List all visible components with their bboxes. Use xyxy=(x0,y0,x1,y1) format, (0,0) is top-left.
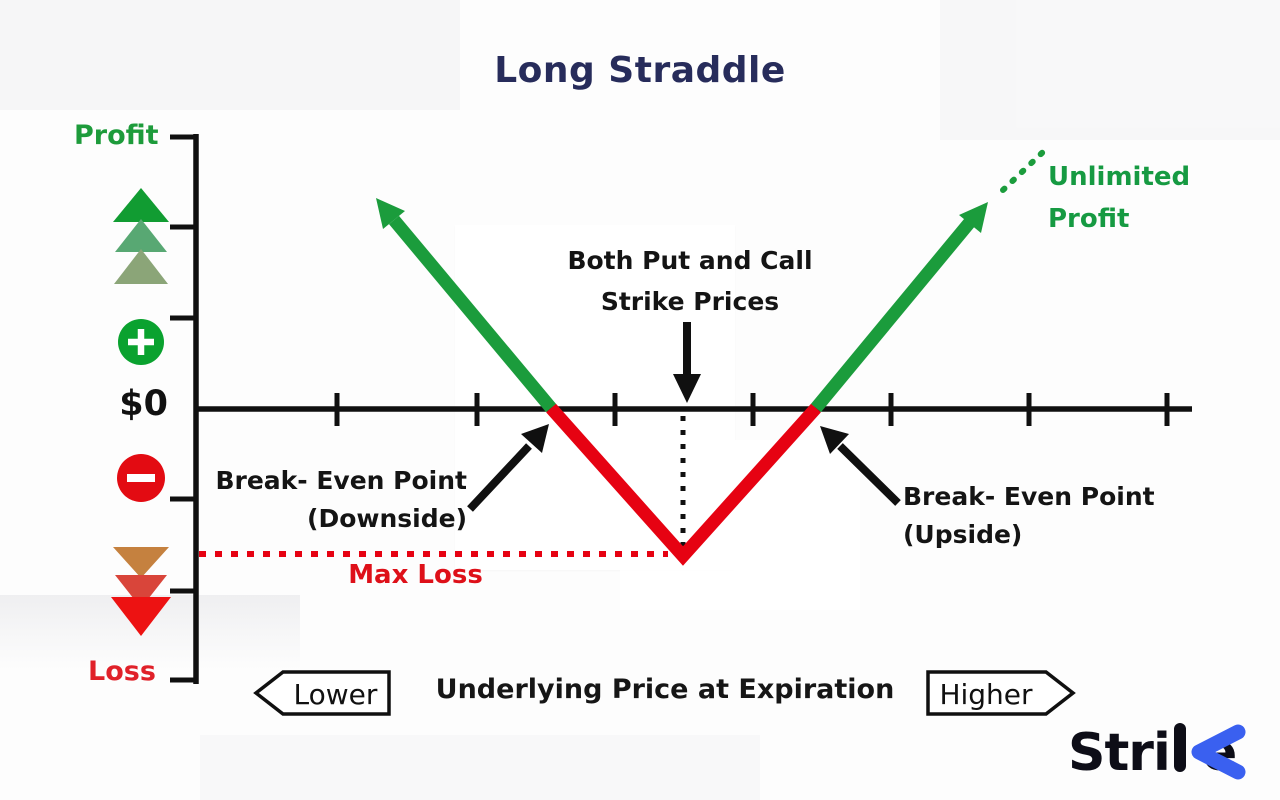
right-profit-line xyxy=(810,217,976,413)
up-triangle-dark-icon xyxy=(113,188,169,222)
breakeven-downside-line2: (Downside) xyxy=(307,504,467,533)
logo-k-stem xyxy=(1174,723,1186,772)
breakeven-upside-line2: (Upside) xyxy=(903,520,1023,549)
up-triangle-olive-icon xyxy=(114,249,168,284)
page-title: Long Straddle xyxy=(494,50,786,91)
x-axis xyxy=(196,393,1192,426)
lower-tag-shape xyxy=(253,670,391,716)
breakeven-downside-annotation: Break- Even Point (Downside) xyxy=(200,462,467,538)
breakeven-downside-line1: Break- Even Point xyxy=(215,466,467,495)
upside-arrow-shaft xyxy=(837,443,901,506)
y-axis xyxy=(170,134,199,684)
x-axis-title: Underlying Price at Expiration xyxy=(435,674,895,705)
down-triangle-red-icon xyxy=(111,597,171,636)
down-triangle-midred-icon xyxy=(115,575,167,608)
strike-annotation-line2: Strike Prices xyxy=(600,287,780,316)
unlimited-profit-dotted-line xyxy=(1000,148,1047,193)
strike-price-annotation: Both Put and Call Strike Prices xyxy=(520,240,860,322)
right-profit-arrowhead-icon xyxy=(959,202,988,233)
max-loss-label: Max Loss xyxy=(348,560,483,590)
annotation-arrows xyxy=(467,322,901,512)
breakeven-upside-annotation: Break- Even Point (Upside) xyxy=(903,478,1155,554)
higher-tag-shape xyxy=(926,670,1076,716)
breakeven-upside-line1: Break- Even Point xyxy=(903,482,1155,511)
strike-logo: Stri e xyxy=(1068,723,1246,783)
unlimited-profit-line2: Profit xyxy=(1048,204,1130,234)
downside-arrow-shaft xyxy=(467,443,532,512)
logo-blue-arrow-icon xyxy=(1191,724,1246,780)
profit-axis-label: Profit xyxy=(74,120,159,151)
unlimited-profit-annotation: Unlimited Profit xyxy=(1048,156,1190,240)
down-triangle-orange-icon xyxy=(113,547,169,578)
left-profit-arrowhead-icon xyxy=(376,198,405,229)
loss-axis-label: Loss xyxy=(88,656,156,687)
profit-scale-icons xyxy=(111,188,171,636)
up-triangle-sage-icon xyxy=(115,219,167,252)
zero-dollar-label: $0 xyxy=(119,384,168,424)
higher-tag-label: Higher xyxy=(939,678,1033,711)
unlimited-profit-line1: Unlimited xyxy=(1048,162,1191,192)
logo-text-pre: Stri xyxy=(1068,723,1170,783)
strike-annotation-line1: Both Put and Call xyxy=(567,246,813,275)
lower-tag-label: Lower xyxy=(293,678,378,711)
strike-arrow-head-icon xyxy=(673,374,701,403)
